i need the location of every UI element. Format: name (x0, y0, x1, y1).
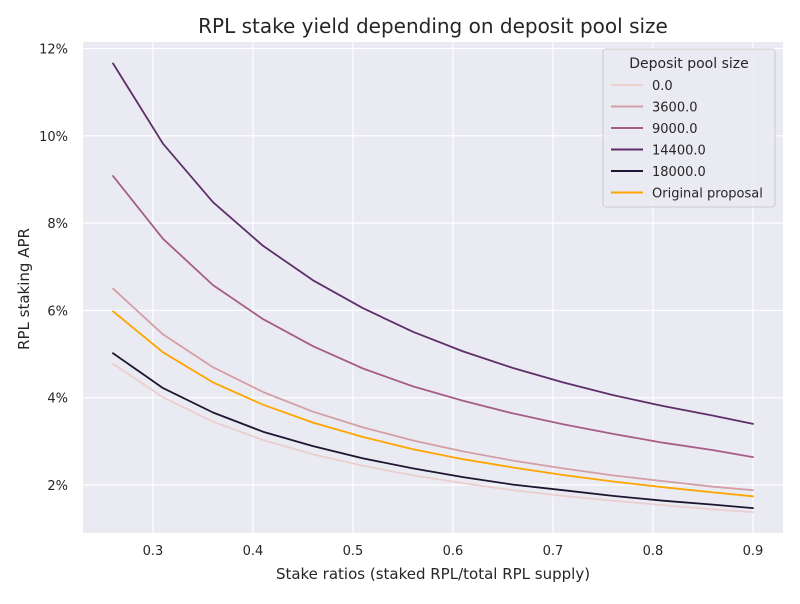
x-tick-label: 0.6 (443, 544, 464, 559)
series-line-2 (112, 175, 754, 459)
chart-title: RPL stake yield depending on deposit poo… (198, 14, 668, 38)
x-axis-label: Stake ratios (staked RPL/total RPL suppl… (276, 565, 590, 583)
y-tick-label: 12% (39, 43, 68, 58)
y-tick-label: 10% (39, 130, 68, 145)
legend-label: 0.0 (652, 79, 673, 94)
y-tick-label: 8% (47, 217, 68, 232)
series-line-4 (112, 352, 754, 510)
series-line-1 (112, 287, 754, 492)
legend-label: 14400.0 (652, 144, 706, 159)
legend-title: Deposit pool size (629, 56, 748, 72)
legend-label: 9000.0 (652, 122, 698, 137)
legend-box (602, 48, 776, 208)
legend-label: Original proposal (652, 187, 763, 202)
x-tick-label: 0.5 (343, 544, 364, 559)
x-tick-label: 0.3 (143, 544, 164, 559)
y-axis-label: RPL staking APR (15, 228, 33, 350)
x-tick-label: 0.8 (643, 544, 664, 559)
y-tick-label: 4% (47, 392, 68, 407)
y-tick-label: 2% (47, 479, 68, 494)
series-line-3 (112, 62, 754, 425)
series-line-0 (112, 362, 754, 513)
gridlines (83, 42, 783, 533)
legend-label: 18000.0 (652, 165, 706, 180)
series-lines (112, 62, 754, 513)
y-axis-ticks: 2% 4% 6% 8% 10% 12% (39, 43, 68, 494)
series-line-5 (112, 310, 754, 498)
x-axis-ticks: 0.3 0.4 0.5 0.6 0.7 0.8 0.9 (143, 544, 764, 559)
x-tick-label: 0.4 (243, 544, 264, 559)
legend: Deposit pool size 0.0 3600.0 9000.0 14400.0 1… (602, 48, 776, 208)
x-tick-label: 0.7 (543, 544, 564, 559)
legend-label: 3600.0 (652, 101, 698, 116)
x-tick-label: 0.9 (743, 544, 764, 559)
y-tick-label: 6% (47, 304, 68, 319)
